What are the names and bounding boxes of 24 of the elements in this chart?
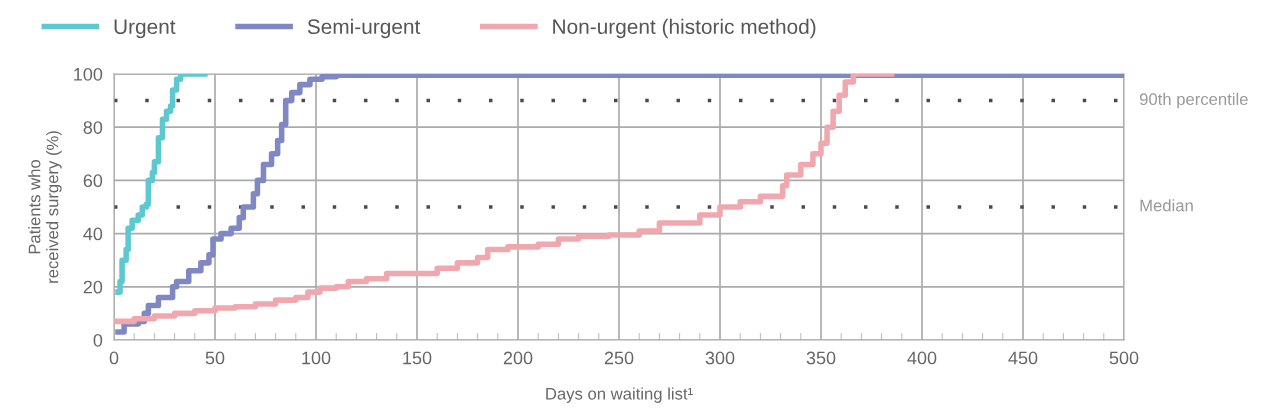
x-axis-title: Days on waiting list¹ — [546, 387, 693, 403]
x-tick-label: 50 — [205, 351, 225, 365]
x-tick-label: 150 — [403, 351, 432, 365]
ref-line-label: 90th percentile — [1139, 92, 1248, 109]
x-tick-label: 350 — [806, 351, 836, 365]
x-tick-label: 400 — [907, 351, 937, 365]
y-axis-title: Patients who received surgery (%) — [28, 131, 62, 283]
x-tick-label: 500 — [1109, 351, 1139, 365]
x-tick-label: 100 — [302, 351, 331, 365]
y-tick-label: 100 — [74, 67, 103, 81]
y-tick-label: 20 — [83, 280, 103, 294]
y-tick-label: 40 — [83, 227, 103, 241]
x-tick-label: 200 — [503, 351, 533, 365]
x-tick-label: 300 — [705, 351, 735, 365]
ref-line-label: Median — [1140, 199, 1193, 212]
legend-label: Urgent — [114, 19, 176, 39]
y-tick-label: 60 — [83, 174, 103, 188]
x-tick-label: 0 — [109, 351, 119, 365]
legend-label: Semi-urgent — [307, 18, 421, 39]
y-tick-label: 80 — [83, 121, 103, 134]
x-tick-label: 450 — [1008, 351, 1038, 365]
y-tick-label: 0 — [93, 333, 103, 347]
legend-label: Non-urgent (historic method) — [553, 18, 816, 39]
x-tick-label: 250 — [604, 351, 634, 365]
